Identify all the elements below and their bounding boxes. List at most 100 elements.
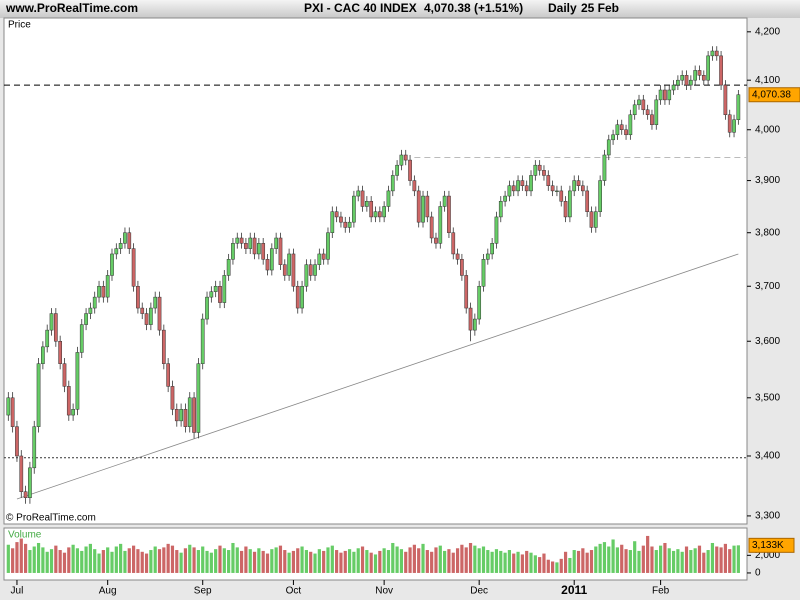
volume-bar <box>36 542 41 573</box>
candle-body <box>477 285 482 320</box>
candle-body <box>308 264 313 276</box>
candle-body <box>274 237 278 249</box>
volume-bar <box>192 547 196 573</box>
candle-body <box>412 180 417 192</box>
volume-bar <box>386 550 391 573</box>
candle-body <box>598 180 602 212</box>
last-price-box <box>748 87 800 103</box>
candle-body <box>62 363 67 387</box>
volume-bar <box>710 542 715 573</box>
volume-bar <box>330 545 334 573</box>
volume-bar <box>412 544 416 573</box>
volume-bar <box>455 548 460 573</box>
volume-bar <box>663 542 667 573</box>
candle-body <box>291 253 296 287</box>
last-volume-label: 3,133K <box>752 540 784 551</box>
candle-body <box>252 237 257 255</box>
volume-bar <box>719 547 723 573</box>
candle-body <box>516 180 520 192</box>
volume-bar <box>615 547 620 573</box>
candle-body <box>282 264 287 276</box>
candle-body <box>529 175 533 192</box>
candle-body <box>23 491 28 498</box>
volume-bar <box>464 547 468 573</box>
volume-bar <box>533 555 537 573</box>
candle-body <box>403 154 408 161</box>
x-tick-label: Oct <box>286 586 302 597</box>
volume-bar <box>546 559 550 573</box>
volume-bar <box>131 545 136 573</box>
volume-bar <box>343 550 347 573</box>
candle-body <box>79 324 84 353</box>
volume-bar <box>62 552 67 573</box>
volume-bar <box>123 550 127 573</box>
volume-bar <box>602 542 607 573</box>
volume-bar <box>365 550 369 573</box>
volume-bar <box>576 550 581 573</box>
candle-body <box>684 75 689 86</box>
candle-body <box>131 248 136 287</box>
volume-bar <box>425 550 429 573</box>
candle-body <box>105 275 110 298</box>
volume-bar <box>559 558 563 573</box>
candle-body <box>157 296 162 331</box>
candle-body <box>533 164 538 176</box>
candle-body <box>429 216 434 239</box>
volume-bar <box>23 543 28 573</box>
candle-body <box>239 237 244 244</box>
volume-bar <box>443 550 447 573</box>
volume-bar <box>11 548 15 573</box>
candle-body <box>179 409 183 422</box>
x-tick-label: Jul <box>11 586 24 597</box>
candle-body <box>231 243 235 260</box>
volume-bar <box>706 550 710 573</box>
volume-bar <box>58 550 62 573</box>
volume-bar <box>144 553 149 573</box>
x-tick-label: Aug <box>99 586 117 597</box>
candle-body <box>300 285 304 309</box>
volume-bar <box>477 548 481 573</box>
candle-body <box>511 185 516 192</box>
volume-bar <box>732 545 736 573</box>
candle-body <box>356 190 361 197</box>
volume-bar <box>395 546 399 573</box>
candle-body <box>719 55 723 86</box>
volume-bar <box>45 551 49 573</box>
candle-body <box>97 285 101 298</box>
volume-bar <box>633 541 637 573</box>
volume-bar <box>563 551 568 573</box>
volume-bar <box>684 546 689 573</box>
volume-bar <box>611 539 615 573</box>
volume-bar <box>347 549 352 573</box>
candle-body <box>399 154 404 166</box>
volume-bar <box>369 552 373 573</box>
candle-body <box>572 180 577 192</box>
volume-bar <box>702 552 706 573</box>
volume-bar <box>322 550 326 573</box>
candle-body <box>45 329 50 348</box>
candle-body <box>144 313 149 325</box>
volume-bar <box>538 557 542 573</box>
volume-bar <box>127 548 131 573</box>
volume-bar <box>227 550 231 573</box>
site-name: www.ProRealTime.com <box>5 1 138 15</box>
candle-body <box>520 180 525 186</box>
candle-body <box>10 397 15 427</box>
y-tick-label: 4,100 <box>755 75 780 86</box>
candle-body <box>732 119 736 133</box>
candle-body <box>503 195 507 202</box>
candle-body <box>174 409 179 422</box>
candle-body <box>568 190 572 218</box>
volume-bar <box>551 561 555 573</box>
x-tick-label: Nov <box>375 586 393 597</box>
volume-bar <box>572 550 576 573</box>
volume-bar <box>183 548 188 573</box>
candle-body <box>606 139 611 156</box>
candle-body <box>205 296 209 320</box>
volume-bar <box>309 551 313 573</box>
candle-body <box>386 190 391 207</box>
volume-tick-label: 0 <box>755 568 761 579</box>
candle-body <box>710 50 715 57</box>
candle-body <box>628 114 633 136</box>
candle-body <box>15 426 19 457</box>
